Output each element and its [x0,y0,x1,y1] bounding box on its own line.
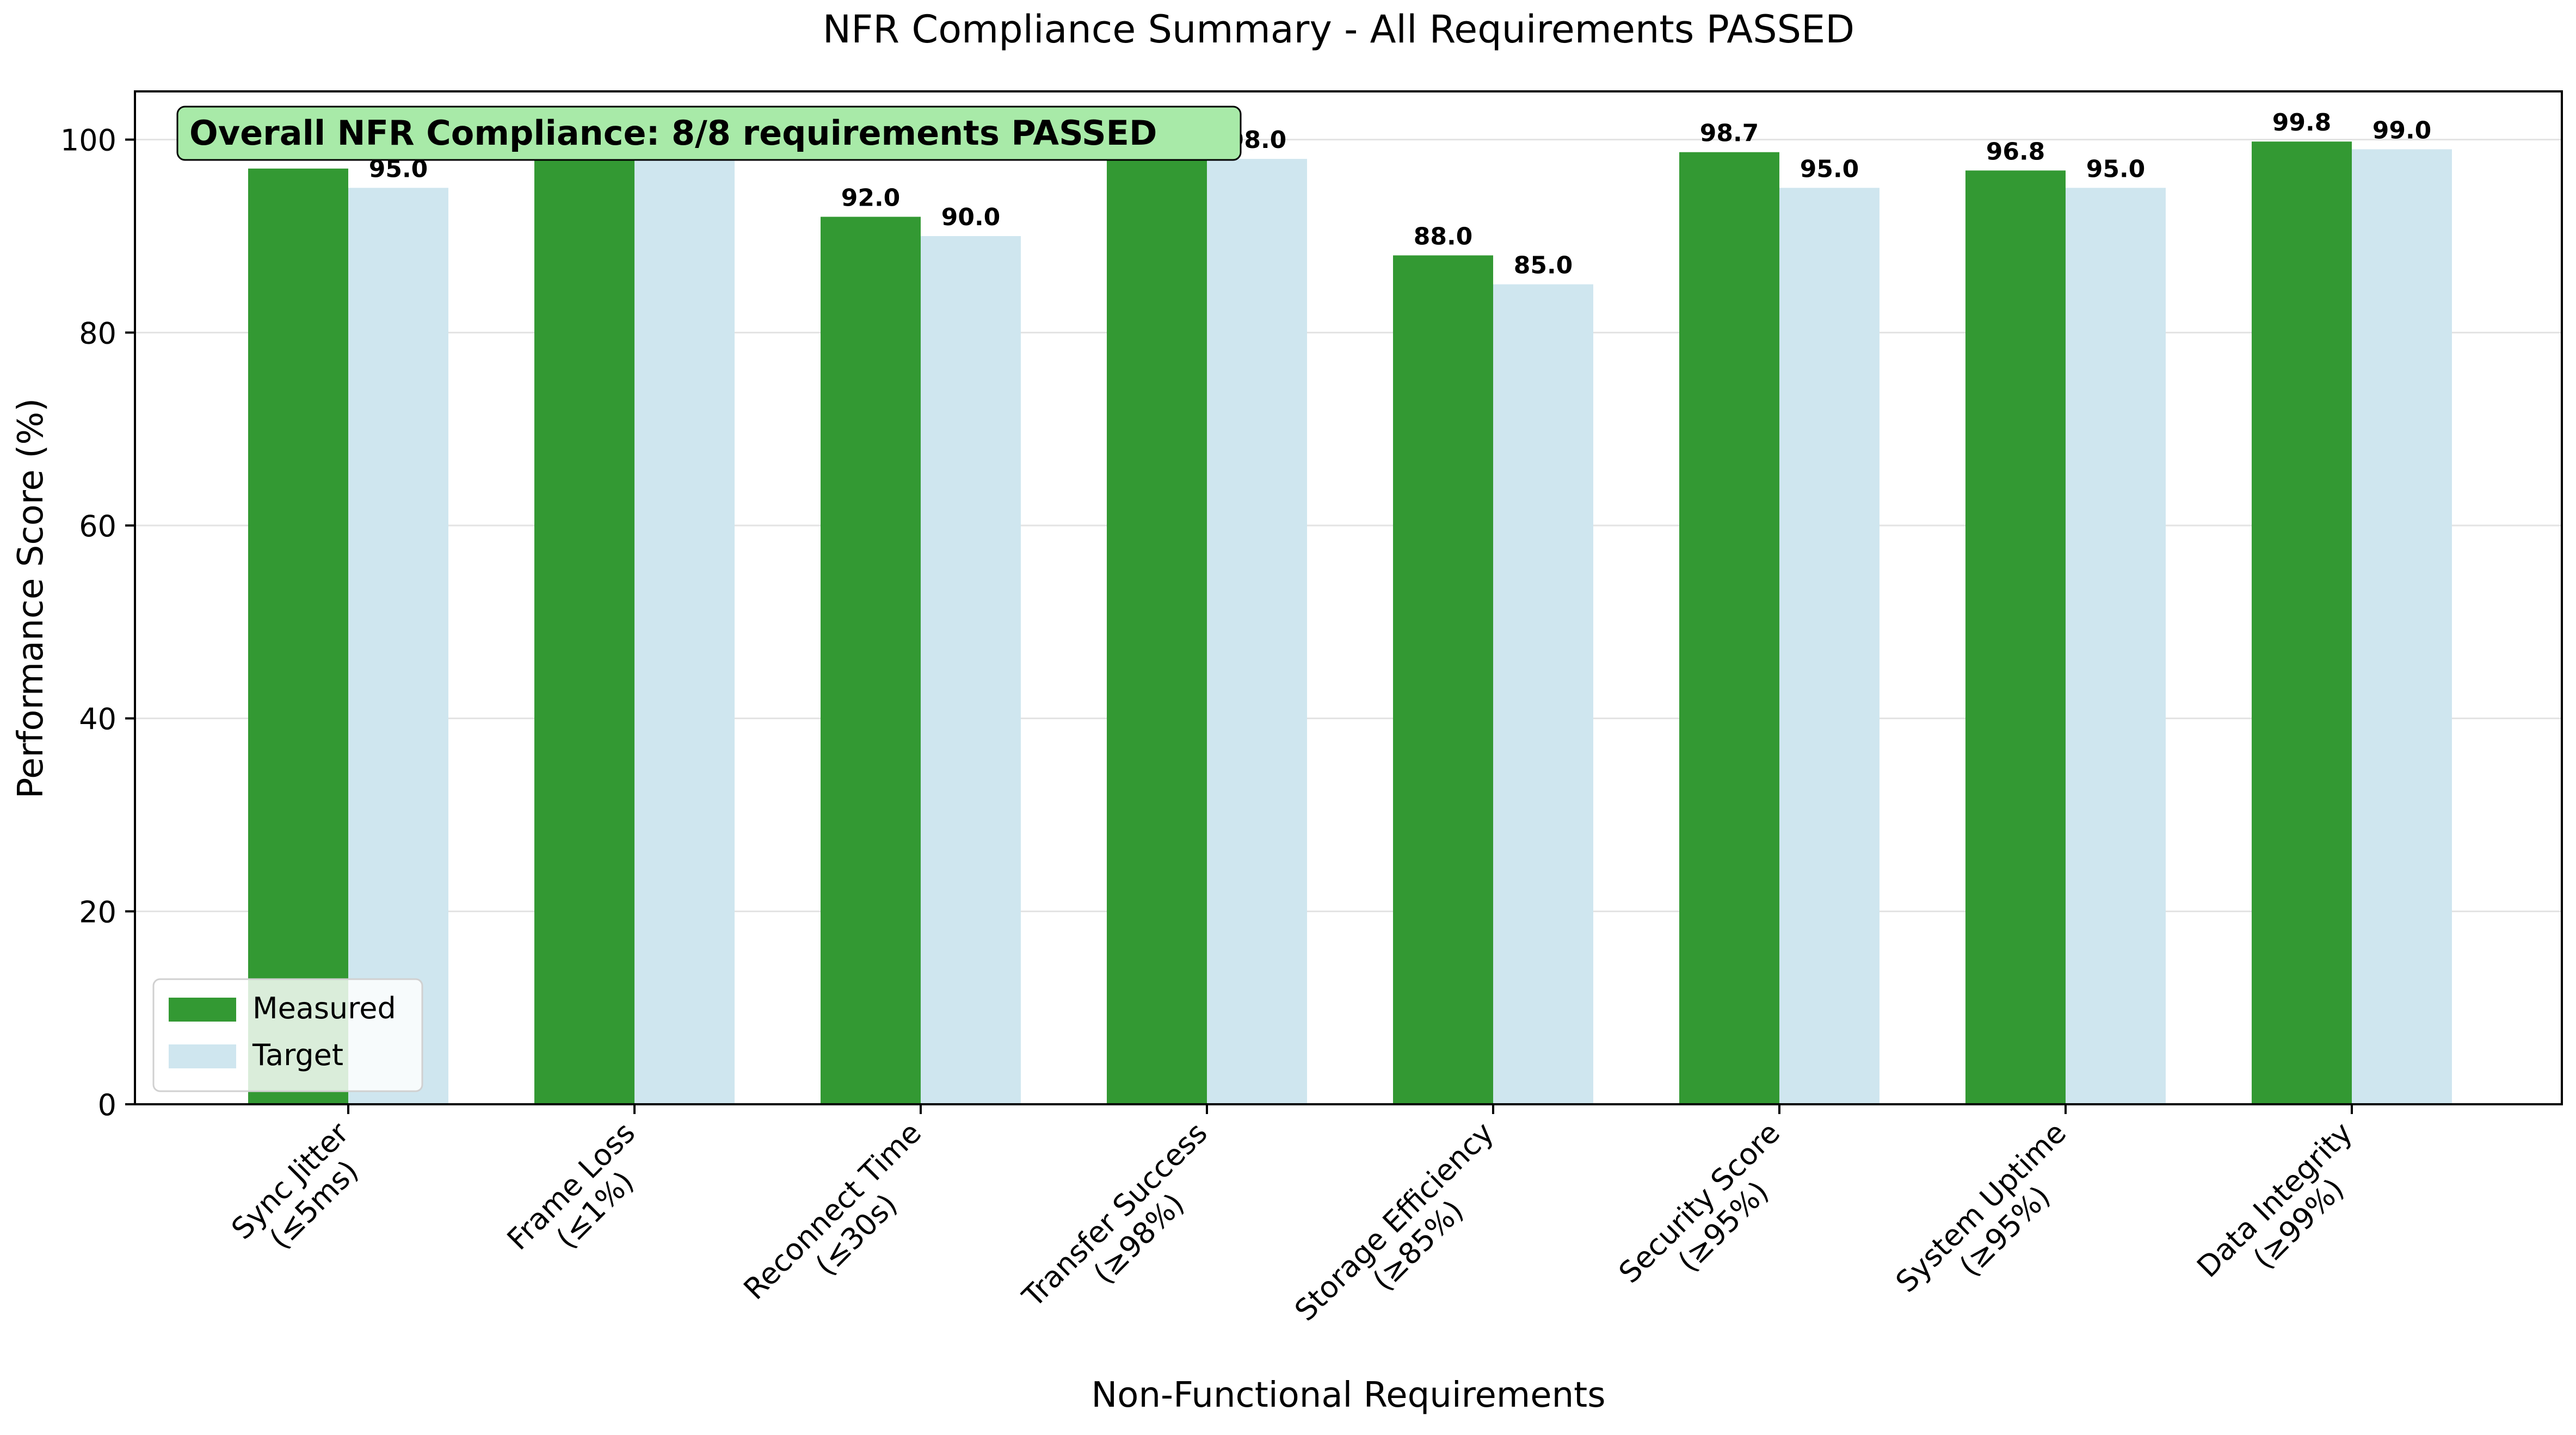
target-bar [1493,284,1593,1104]
y-tick-label: 40 [79,702,116,737]
target-value-label: 90.0 [941,203,1001,231]
measured-bar [1107,147,1207,1105]
x-axis-label: Non-Functional Requirements [1091,1375,1605,1415]
measured-value-label: 99.8 [2272,109,2332,137]
target-bar [921,236,1021,1104]
plot-frame [134,90,2563,1105]
measured-bar [2252,141,2352,1104]
y-axis-label: Performance Score (%) [11,398,51,799]
compliance-banner-text: Overall NFR Compliance: 8/8 requirements… [189,113,1157,153]
bars [248,141,2452,1105]
legend-label-target: Target [252,1038,343,1072]
measured-bar [1393,255,1493,1104]
measured-bar [1965,170,2066,1104]
measured-value-label: 88.0 [1414,222,1473,250]
target-bar [634,149,735,1104]
y-tick-label: 0 [98,1088,116,1122]
target-value-label: 95.0 [2086,155,2146,183]
measured-bar [821,217,921,1104]
target-bar [1207,159,1307,1105]
legend-swatch-measured [169,998,236,1022]
measured-value-label: 92.0 [841,184,901,212]
legend: Measured Target [152,978,423,1092]
target-bar [2352,149,2452,1104]
legend-swatch-target [169,1044,236,1068]
measured-bar [534,144,634,1104]
measured-bar [248,168,348,1104]
measured-value-label: 98.7 [1700,120,1759,147]
legend-label-measured: Measured [252,991,396,1025]
target-bar [1779,188,1879,1104]
y-tick-label: 60 [79,509,116,543]
target-bar [348,188,448,1104]
compliance-banner [176,106,1242,161]
target-value-label: 99.0 [2372,116,2432,144]
target-value-label: 95.0 [1800,155,1859,183]
annotation: Overall NFR Compliance: 8/8 requirements… [176,106,1242,161]
measured-value-label: 96.8 [1986,138,2045,165]
measured-bar [1679,152,1779,1105]
y-tick-label: 20 [79,895,116,929]
target-value-label: 85.0 [1514,252,1573,280]
chart-title: NFR Compliance Summary - All Requirement… [823,7,1854,52]
y-tick-label: 80 [79,316,116,350]
y-tick-label: 100 [60,123,116,158]
target-bar [2066,188,2166,1104]
